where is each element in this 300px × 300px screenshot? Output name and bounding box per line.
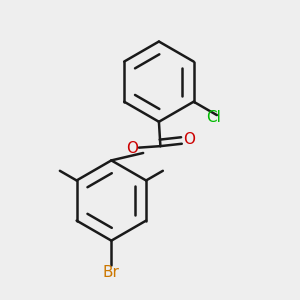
Text: O: O — [126, 141, 138, 156]
Text: O: O — [184, 132, 196, 147]
Text: Cl: Cl — [206, 110, 221, 125]
Text: Br: Br — [103, 265, 120, 280]
